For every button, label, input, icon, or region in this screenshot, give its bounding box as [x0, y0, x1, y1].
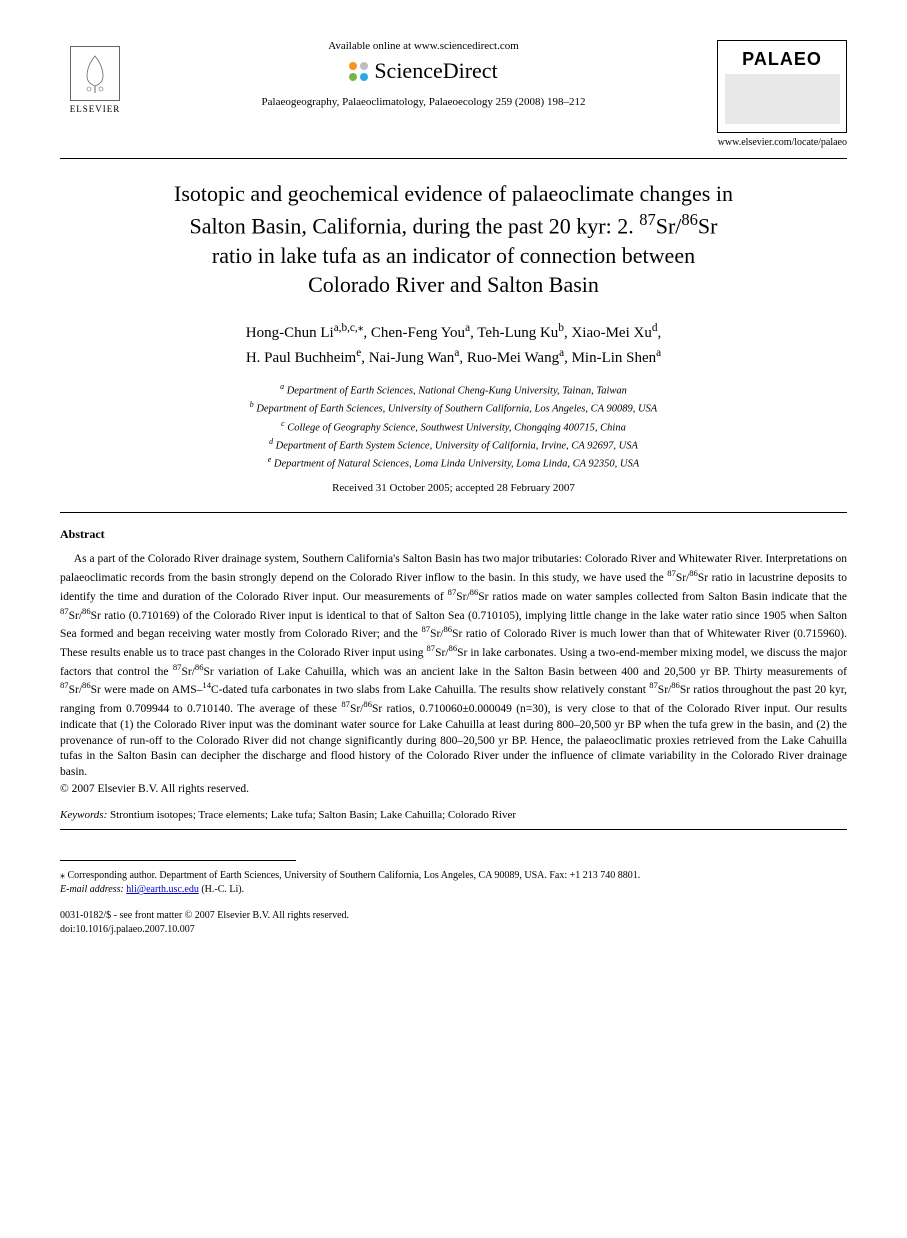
sciencedirect-text: ScienceDirect [374, 58, 497, 84]
corresponding-author: ⁎ Corresponding author. Department of Ea… [60, 869, 847, 897]
title-line: ratio in lake tufa as an indicator of co… [212, 243, 695, 268]
author: Hong-Chun Li [246, 325, 334, 341]
author: Chen-Feng You [371, 325, 465, 341]
corresponding-text: ⁎ Corresponding author. Department of Ea… [60, 870, 640, 881]
front-matter: 0031-0182/$ - see front matter © 2007 El… [60, 910, 349, 921]
author: Teh-Lung Ku [477, 325, 558, 341]
keywords: Keywords: Strontium isotopes; Trace elem… [60, 809, 847, 821]
sd-dot [360, 62, 368, 70]
title-line: Isotopic and geochemical evidence of pal… [174, 181, 733, 206]
title-line: Salton Basin, California, during the pas… [190, 213, 640, 238]
title-line: Colorado River and Salton Basin [308, 272, 599, 297]
elsevier-tree-icon [70, 46, 120, 101]
copyright-line: © 2007 Elsevier B.V. All rights reserved… [60, 783, 847, 795]
header-rule [60, 158, 847, 159]
footer-rule [60, 860, 296, 861]
abstract-rule-top [60, 512, 847, 513]
sd-dot [360, 73, 368, 81]
doi: doi:10.1016/j.palaeo.2007.10.007 [60, 924, 195, 935]
citation-line: Palaeogeography, Palaeoclimatology, Pala… [130, 96, 717, 108]
abstract-rule-bottom [60, 829, 847, 830]
elsevier-logo: ELSEVIER [60, 40, 130, 120]
affiliation: College of Geography Science, Southwest … [287, 422, 626, 433]
keywords-list: Strontium isotopes; Trace elements; Lake… [110, 809, 516, 821]
keywords-label: Keywords: [60, 809, 107, 821]
article-title: Isotopic and geochemical evidence of pal… [100, 179, 807, 300]
palaeo-label: PALAEO [724, 49, 840, 70]
affiliation-list: a Department of Earth Sciences, National… [60, 381, 847, 472]
abstract-body: As a part of the Colorado River drainage… [60, 552, 847, 781]
page-header: ELSEVIER Available online at www.science… [60, 40, 847, 148]
affiliation: Department of Earth Sciences, National C… [287, 386, 627, 397]
palaeo-box: PALAEO [717, 40, 847, 133]
email-suffix: (H.-C. Li). [201, 884, 244, 895]
sciencedirect-logo: ScienceDirect [130, 58, 717, 84]
abstract-heading: Abstract [60, 527, 847, 542]
palaeo-cover-icon [725, 74, 840, 124]
journal-badge: PALAEO www.elsevier.com/locate/palaeo [717, 40, 847, 148]
email-link[interactable]: hli@earth.usc.edu [126, 884, 199, 895]
author: H. Paul Buchheim [246, 350, 356, 366]
available-online-text: Available online at www.sciencedirect.co… [130, 40, 717, 52]
doi-block: 0031-0182/$ - see front matter © 2007 El… [60, 909, 847, 937]
article-dates: Received 31 October 2005; accepted 28 Fe… [60, 482, 847, 494]
journal-url: www.elsevier.com/locate/palaeo [717, 137, 847, 148]
affiliation: Department of Natural Sciences, Loma Lin… [274, 459, 639, 470]
center-header: Available online at www.sciencedirect.co… [130, 40, 717, 108]
author: Min-Lin Shen [572, 350, 657, 366]
author: Nai-Jung Wan [369, 350, 455, 366]
sd-dot [349, 73, 357, 81]
sd-dot [349, 62, 357, 70]
affiliation: Department of Earth System Science, Univ… [276, 440, 638, 451]
author: Ruo-Mei Wang [467, 350, 559, 366]
author: Xiao-Mei Xu [571, 325, 651, 341]
sd-dots-icon [349, 62, 368, 81]
author-list: Hong-Chun Lia,b,c,⁎, Chen-Feng Youa, Teh… [60, 320, 847, 369]
affiliation: Department of Earth Sciences, University… [256, 404, 657, 415]
email-label: E-mail address: [60, 884, 124, 895]
elsevier-label: ELSEVIER [70, 104, 121, 114]
